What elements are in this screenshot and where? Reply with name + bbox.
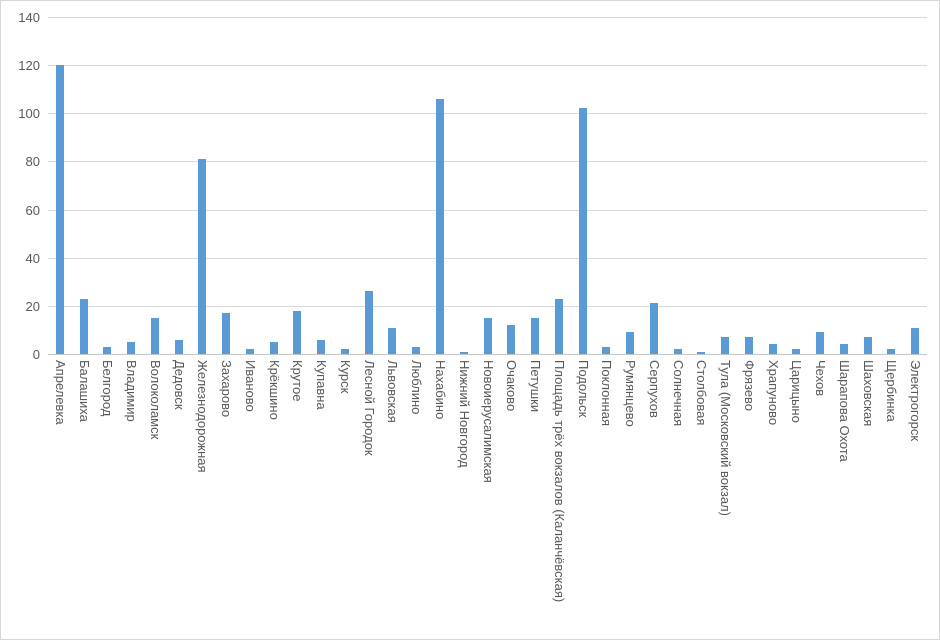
x-tick-label: Нижний Новгород (456, 360, 472, 468)
y-tick-label: 0 (32, 347, 40, 362)
bar (768, 344, 777, 354)
x-tick-label: Поклонная (599, 360, 615, 426)
bar (673, 349, 682, 354)
x-tick-label: Люблино (409, 360, 425, 415)
bar (887, 349, 896, 354)
x-tick-label: Иваново (242, 360, 258, 412)
bar (317, 340, 326, 354)
bar (483, 318, 492, 354)
x-tick-label: Белгород (100, 360, 116, 417)
x-tick-label: Дедовск (171, 360, 187, 410)
bar (55, 65, 64, 354)
bar (507, 325, 516, 354)
y-tick-label: 140 (18, 10, 40, 25)
y-tick-label: 100 (18, 106, 40, 122)
x-tick-label: Балашиха (76, 360, 92, 422)
x-tick-label: Волоколамск (147, 360, 163, 440)
x-tick-label: Столбовая (694, 360, 710, 426)
bar (459, 352, 468, 354)
bar (388, 328, 397, 354)
x-tick-label: Железнодорожная (195, 360, 211, 473)
bar (269, 342, 278, 354)
gridline (48, 305, 927, 307)
bar (816, 332, 825, 354)
bar (626, 332, 635, 354)
bar (127, 342, 136, 354)
bar (721, 337, 730, 354)
bar (245, 349, 254, 354)
x-tick-label: Новоиерусалимская (480, 360, 496, 483)
x-tick-label: Серпухов (646, 360, 662, 418)
bar (340, 349, 349, 354)
bar (839, 344, 848, 354)
x-tick-label: Подольск (575, 360, 591, 418)
bar (649, 303, 658, 354)
bar (578, 108, 587, 354)
bar (554, 299, 563, 354)
bar (412, 347, 421, 354)
x-tick-label: Купавна (314, 360, 330, 410)
x-tick-label: Захарово (219, 360, 235, 418)
x-tick-label: Электрогорск (908, 360, 924, 442)
gridline (48, 113, 927, 115)
x-tick-label: Лесной Городок (361, 360, 377, 456)
x-tick-label: Апрелевка (52, 360, 68, 425)
y-tick-label: 80 (25, 154, 40, 170)
y-tick-label: 120 (18, 58, 40, 74)
bar (697, 352, 706, 354)
bar (103, 347, 112, 354)
gridline (48, 17, 927, 18)
bar (174, 340, 183, 354)
gridline (48, 161, 927, 163)
x-tick-label: Храпуново (765, 360, 781, 426)
bar (293, 311, 302, 354)
bar (198, 159, 207, 354)
x-axis-line (48, 354, 927, 355)
bar (602, 347, 611, 354)
x-tick-label: Курск (337, 360, 353, 394)
x-tick-label: Львовская (385, 360, 401, 423)
x-tick-label: Солнечная (670, 360, 686, 427)
bar (222, 313, 231, 354)
y-tick-label: 60 (25, 202, 40, 218)
bar (911, 328, 920, 354)
bar (150, 318, 159, 354)
x-tick-label: Очаково (504, 360, 520, 412)
gridline (48, 257, 927, 259)
gridline (48, 65, 927, 67)
x-tick-label: Щербинка (884, 360, 900, 422)
x-tick-label: Крутое (290, 360, 306, 402)
x-tick-label: Тула (Московский вокзал) (718, 360, 734, 516)
x-tick-label: Румянцево (623, 360, 639, 427)
x-tick-label: Царицыно (789, 360, 805, 423)
x-tick-label: Крёкшино (266, 360, 282, 420)
bar (792, 349, 801, 354)
gridline (48, 209, 927, 211)
bar (79, 299, 88, 354)
x-tick-label: Нахабино (432, 360, 448, 420)
x-tick-label: Владимир (124, 360, 140, 422)
bar (435, 99, 444, 354)
x-tick-label: Петушки (528, 360, 543, 413)
x-tick-label: Фрязево (741, 360, 757, 412)
bar (863, 337, 872, 354)
x-tick-label: Площадь трёх вокзалов (Каланчёвская) (551, 360, 567, 603)
y-tick-label: 40 (25, 250, 40, 266)
y-tick-label: 20 (25, 298, 40, 314)
bar (531, 318, 539, 354)
x-tick-label: Шарапова Охота (836, 360, 852, 462)
x-tick-label: Чехов (813, 360, 829, 397)
bar (364, 291, 373, 354)
x-tick-label: Шаховская (860, 360, 876, 427)
bar (744, 337, 753, 354)
